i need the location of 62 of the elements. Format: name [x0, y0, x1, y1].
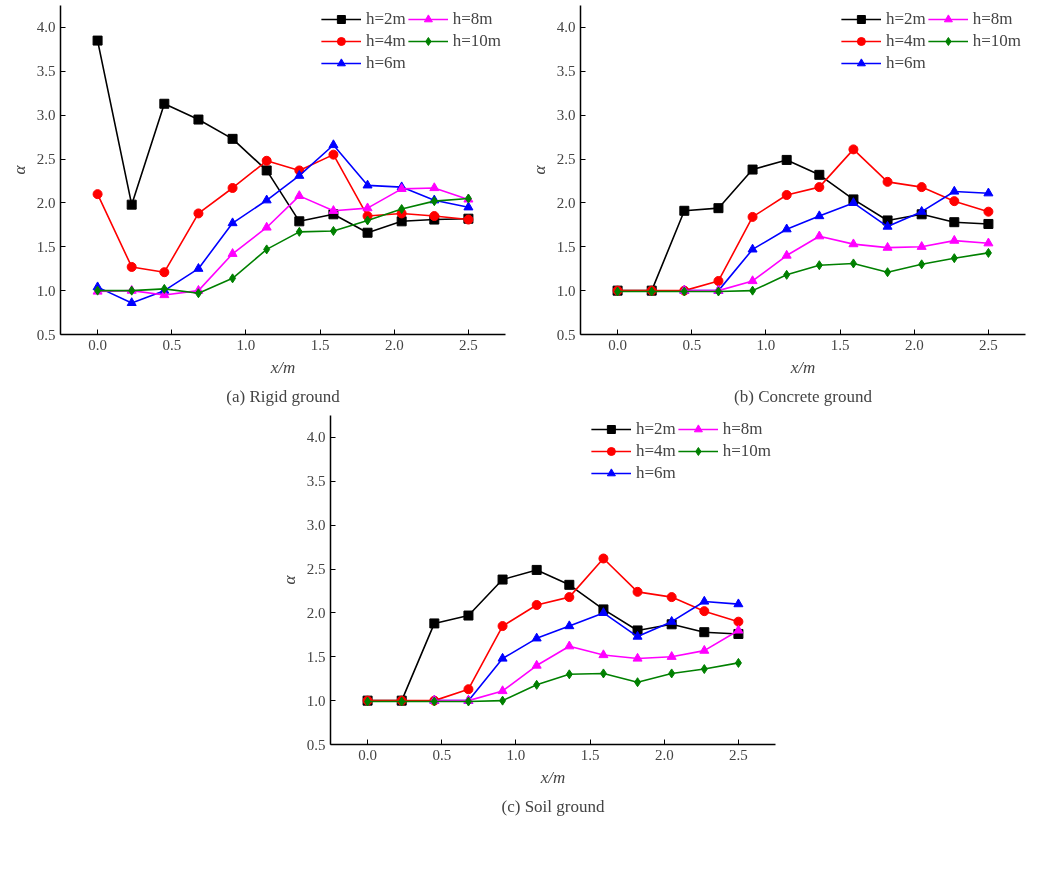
legend-label: h=6m [885, 53, 926, 73]
y-tick-label: 1.5 [556, 238, 576, 255]
y-tick-label: 3.5 [556, 63, 576, 80]
text: (c) Soil ground [501, 796, 605, 816]
legend-label: h=2m [365, 9, 406, 29]
y-tick-label: 2.0 [36, 194, 56, 211]
legend-label: h=10m [722, 441, 771, 461]
x-tick-label: 0.0 [608, 336, 627, 353]
y-tick-label: 1.0 [36, 282, 56, 299]
y-tick-label: 2.5 [36, 151, 56, 168]
y-axis-title: α [279, 574, 299, 585]
legend-label: h=4m [885, 31, 926, 51]
y-tick-label: 4.0 [556, 19, 576, 36]
text: (a) Rigid ground [226, 386, 341, 406]
y-tick-label: 4.0 [36, 19, 56, 36]
x-tick-label: 0.0 [358, 746, 377, 763]
legend-label: h=8m [972, 9, 1013, 29]
x-tick-label: 2.5 [459, 336, 478, 353]
y-tick-label: 2.0 [306, 604, 326, 621]
y-tick-label: 2.5 [306, 561, 326, 578]
y-tick-label: 3.5 [36, 63, 56, 80]
x-tick-label: 1.5 [580, 746, 600, 763]
x-axis-title: x/m [269, 357, 296, 377]
x-tick-label: 2.0 [654, 746, 674, 763]
y-tick-label: 3.0 [36, 107, 56, 124]
y-tick-label: 3.0 [306, 517, 326, 534]
y-tick-label: 1.5 [306, 648, 326, 665]
x-tick-label: 2.5 [979, 336, 998, 353]
x-tick-label: 0.5 [432, 746, 452, 763]
y-tick-label: 2.0 [556, 194, 576, 211]
y-tick-label: 4.0 [306, 429, 326, 446]
y-axis-title: α [9, 164, 29, 175]
x-tick-label: 2.0 [904, 336, 924, 353]
x-tick-label: 1.5 [830, 336, 850, 353]
x-tick-label: 0.5 [682, 336, 702, 353]
legend-label: h=4m [635, 441, 676, 461]
x-tick-label: 2.5 [729, 746, 748, 763]
legend-label: h=10m [972, 31, 1021, 51]
y-tick-label: 3.5 [306, 473, 326, 490]
x-axis-title: x/m [539, 767, 566, 787]
y-tick-label: 3.0 [556, 107, 576, 124]
y-tick-label: 2.5 [556, 151, 576, 168]
y-tick-label: 1.0 [556, 282, 576, 299]
legend-label: h=10m [452, 31, 501, 51]
legend-label: h=4m [365, 31, 406, 51]
y-tick-label: 1.5 [36, 238, 56, 255]
legend-label: h=8m [722, 419, 763, 439]
x-tick-label: 1.0 [506, 746, 526, 763]
x-tick-label: 0.5 [162, 336, 182, 353]
x-tick-label: 1.0 [236, 336, 256, 353]
legend-label: h=6m [365, 53, 406, 73]
x-tick-label: 1.0 [756, 336, 776, 353]
text: (b) Concrete ground [734, 386, 873, 406]
y-tick-label: 1.0 [306, 692, 326, 709]
legend-label: h=2m [885, 9, 926, 29]
y-axis-title: α [529, 164, 549, 175]
x-tick-label: 2.0 [384, 336, 404, 353]
x-tick-label: 0.0 [88, 336, 107, 353]
legend-label: h=6m [635, 463, 676, 483]
legend-label: h=8m [452, 9, 493, 29]
legend-label: h=2m [635, 419, 676, 439]
x-axis-title: x/m [789, 357, 816, 377]
